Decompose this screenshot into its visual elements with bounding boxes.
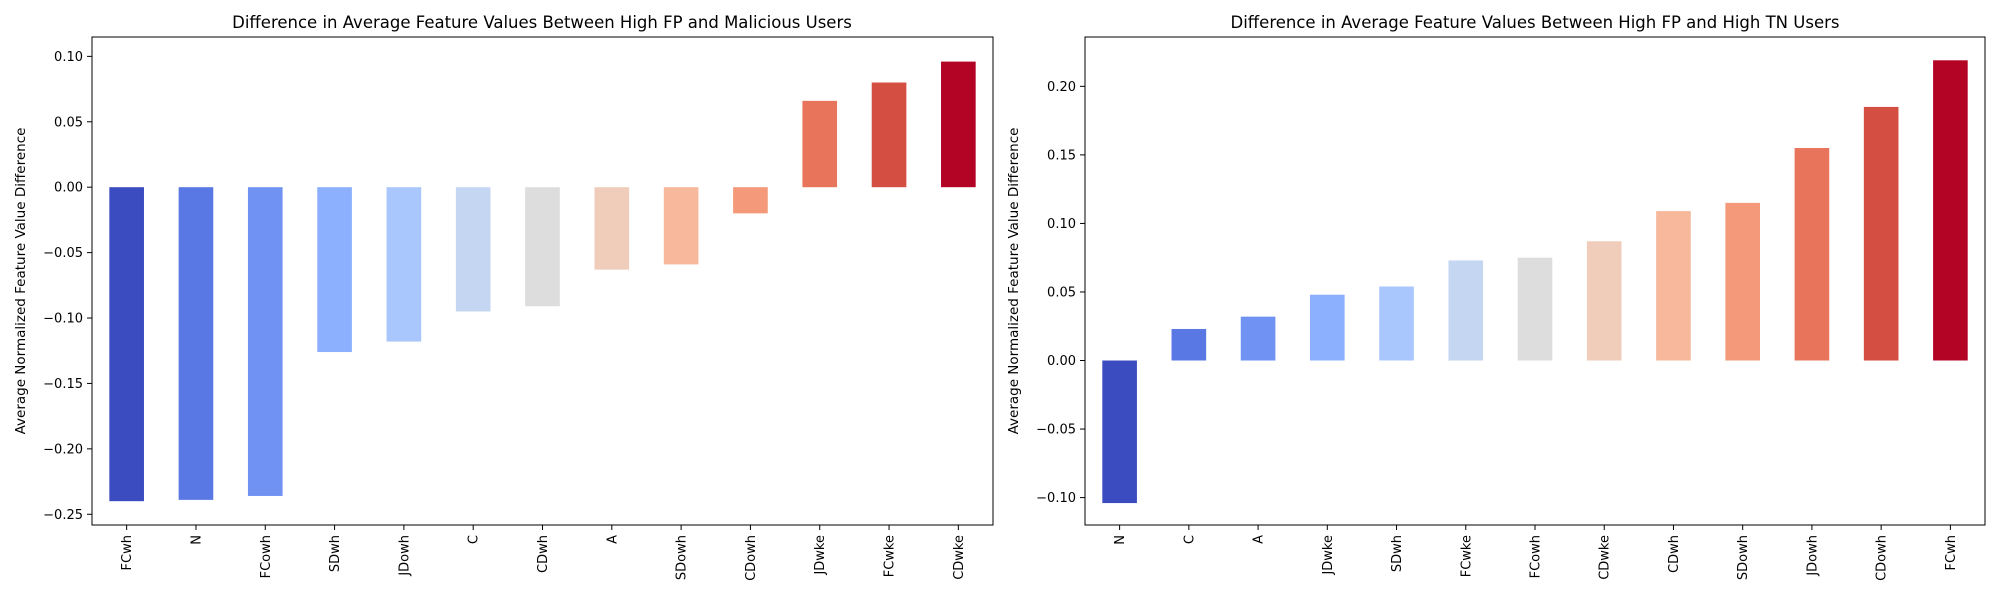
bar-CDowh bbox=[733, 187, 768, 214]
bar-CDwke bbox=[1586, 241, 1622, 361]
bar-N bbox=[178, 187, 214, 500]
bar-FCwh bbox=[109, 187, 144, 502]
bar-A bbox=[594, 187, 630, 270]
bar-FCwke bbox=[1448, 260, 1484, 361]
chart-title: Difference in Average Feature Values Bet… bbox=[232, 13, 852, 32]
bar-CDwh bbox=[1656, 211, 1691, 361]
bar-JDwke bbox=[802, 100, 838, 188]
x-tick-label: CDwke bbox=[952, 535, 967, 580]
bar-SDwh bbox=[317, 187, 352, 353]
x-tick-label: CDowh bbox=[1875, 535, 1890, 581]
y-tick-label: 0.05 bbox=[1047, 285, 1076, 300]
x-tick-label: SDowh bbox=[1736, 535, 1751, 580]
y-tick-label: −0.05 bbox=[1036, 423, 1076, 438]
x-tick-label: C bbox=[1182, 535, 1197, 544]
bar-SDwh bbox=[1379, 286, 1414, 361]
chart-panel-2: Difference in Average Feature Values Bet… bbox=[1006, 13, 1986, 581]
x-tick-label: FCwh bbox=[120, 535, 135, 570]
y-tick-label: 0.10 bbox=[54, 50, 83, 65]
bar-A bbox=[1240, 316, 1276, 361]
y-tick-label: −0.15 bbox=[43, 377, 83, 392]
x-tick-label: SDowh bbox=[675, 535, 690, 580]
x-tick-label: JDowh bbox=[397, 535, 412, 577]
x-tick-label: FCwke bbox=[1459, 535, 1474, 577]
x-tick-label: CDowh bbox=[744, 535, 759, 581]
bar-FCowh bbox=[1517, 257, 1553, 361]
bar-SDowh bbox=[663, 187, 699, 265]
y-tick-label: 0.05 bbox=[54, 115, 83, 130]
y-axis-label: Average Normalized Feature Value Differe… bbox=[13, 128, 29, 435]
y-tick-label: −0.10 bbox=[43, 312, 83, 327]
x-tick-label: CDwh bbox=[1667, 535, 1682, 573]
y-tick-label: 0.00 bbox=[54, 181, 83, 196]
bar-FCwh bbox=[1933, 60, 1968, 361]
x-tick-label: CDwh bbox=[536, 535, 551, 573]
bar-CDwh bbox=[525, 187, 560, 307]
x-tick-label: SDwh bbox=[1390, 535, 1405, 572]
bar-SDowh bbox=[1725, 202, 1760, 361]
x-tick-label: N bbox=[189, 535, 204, 545]
y-tick-label: −0.05 bbox=[43, 246, 83, 261]
x-tick-label: A bbox=[1252, 535, 1267, 544]
x-tick-label: C bbox=[467, 535, 482, 544]
y-tick-label: −0.25 bbox=[43, 508, 83, 523]
bar-FCwke bbox=[871, 82, 907, 188]
x-tick-label: A bbox=[605, 535, 620, 544]
x-tick-label: SDwh bbox=[328, 535, 343, 572]
y-tick-label: 0.10 bbox=[1047, 217, 1076, 232]
chart-title: Difference in Average Feature Values Bet… bbox=[1231, 13, 1840, 32]
y-tick-label: −0.10 bbox=[1036, 491, 1076, 506]
y-tick-label: 0.20 bbox=[1047, 80, 1076, 95]
bar-C bbox=[1171, 328, 1207, 361]
bar-N bbox=[1102, 360, 1137, 504]
bar-JDowh bbox=[386, 187, 422, 342]
x-tick-label: FCowh bbox=[259, 535, 274, 578]
y-tick-label: 0.00 bbox=[1047, 354, 1076, 369]
x-tick-label: JDowh bbox=[1805, 535, 1820, 577]
x-tick-label: FCwke bbox=[883, 535, 898, 577]
bar-C bbox=[455, 187, 491, 312]
x-tick-label: CDwke bbox=[1598, 535, 1613, 580]
x-tick-label: JDwke bbox=[1321, 535, 1336, 576]
y-tick-label: −0.20 bbox=[43, 442, 83, 457]
bar-JDowh bbox=[1794, 148, 1830, 361]
x-tick-label: FCowh bbox=[1529, 535, 1544, 578]
x-tick-label: FCwh bbox=[1944, 535, 1959, 570]
chart-panel-1: Difference in Average Feature Values Bet… bbox=[13, 13, 994, 581]
bar-JDwke bbox=[1310, 294, 1345, 361]
y-tick-label: 0.15 bbox=[1047, 148, 1076, 163]
bar-CDwke bbox=[941, 61, 976, 188]
x-tick-label: JDwke bbox=[813, 535, 828, 576]
bar-FCowh bbox=[247, 187, 283, 496]
x-tick-label: N bbox=[1113, 535, 1128, 545]
bar-CDowh bbox=[1863, 106, 1899, 361]
y-axis-label: Average Normalized Feature Value Differe… bbox=[1006, 128, 1022, 435]
